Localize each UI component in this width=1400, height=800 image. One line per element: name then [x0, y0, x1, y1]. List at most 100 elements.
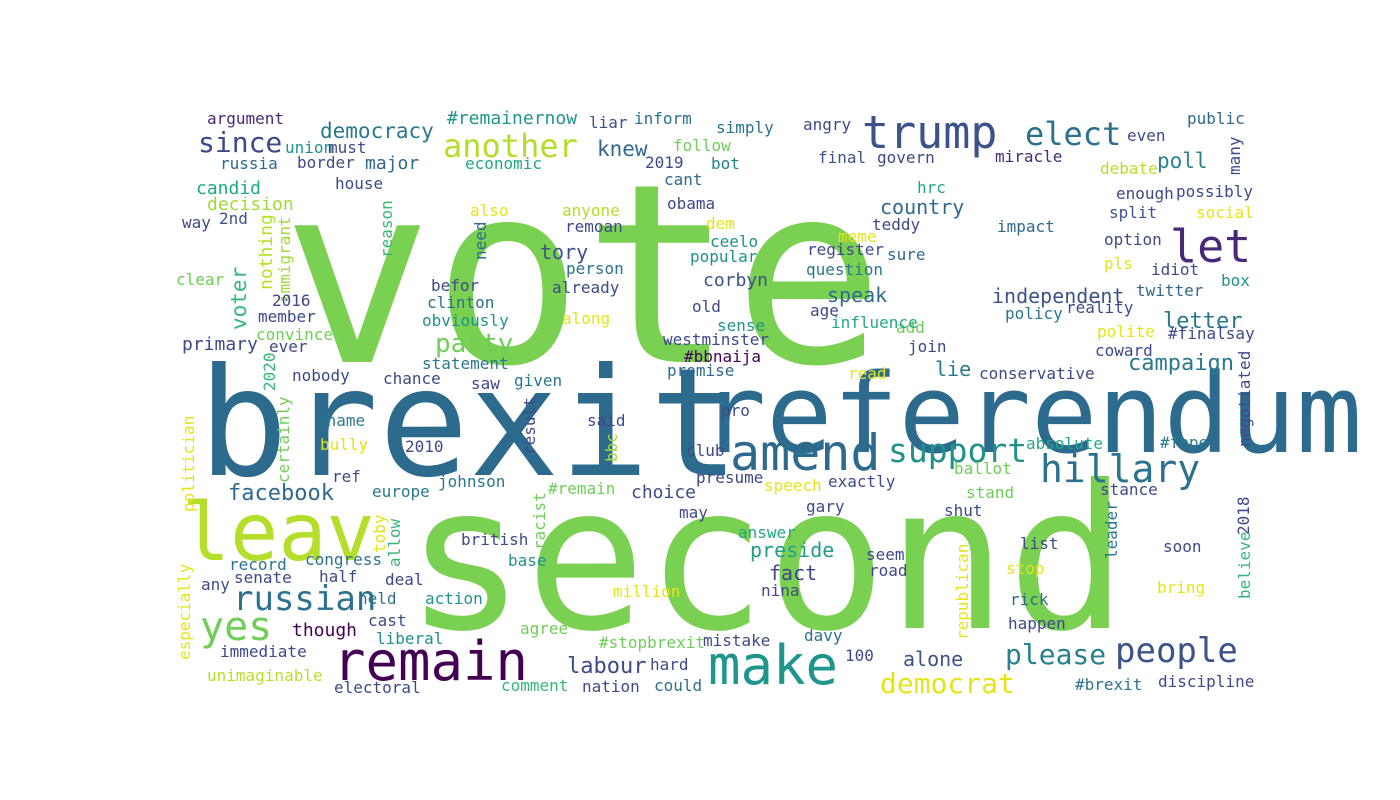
cloud-word: idiot — [1151, 260, 1199, 279]
cloud-word: major — [365, 153, 419, 174]
cloud-word: promise — [667, 361, 734, 380]
cloud-word: teddy — [872, 215, 921, 234]
cloud-word: remoan — [565, 217, 623, 236]
cloud-word: allow — [385, 518, 404, 567]
cloud-word: seem — [866, 545, 905, 564]
cloud-word: must — [328, 138, 367, 157]
cloud-word: anyone — [562, 201, 620, 220]
cloud-word: especially — [175, 563, 194, 660]
cloud-word: remain — [333, 630, 528, 693]
cloud-word: bot — [711, 154, 740, 173]
cloud-word: inform — [634, 109, 692, 128]
cloud-word: russian — [233, 579, 376, 619]
cloud-word: need — [471, 221, 490, 260]
cloud-word: make — [708, 634, 838, 697]
cloud-word: policy — [1005, 304, 1063, 323]
cloud-word: way — [182, 213, 211, 232]
cloud-word: pls — [1104, 254, 1133, 273]
cloud-word: reason — [377, 200, 396, 258]
cloud-word: ballot — [954, 459, 1012, 478]
cloud-word: 2019 — [645, 153, 684, 172]
cloud-word: believe — [1235, 532, 1254, 599]
cloud-word: referendum — [700, 350, 1362, 478]
cloud-word: ever — [269, 337, 308, 356]
cloud-word: lie — [935, 357, 971, 381]
cloud-word: support — [888, 431, 1027, 470]
cloud-word: fact — [769, 561, 817, 585]
cloud-word: 2018 — [1234, 496, 1253, 535]
cloud-word: read — [848, 364, 887, 383]
cloud-word: shame — [317, 411, 365, 430]
cloud-word: said — [587, 411, 626, 430]
cloud-word: alone — [903, 647, 963, 671]
cloud-word: nation — [582, 677, 640, 696]
cloud-word: happen — [1008, 614, 1066, 633]
cloud-word: davy — [804, 626, 843, 645]
cloud-word: discipline — [1158, 672, 1254, 691]
cloud-word: 100 — [845, 646, 874, 665]
cloud-word: union — [285, 138, 333, 157]
cloud-word: party — [435, 329, 513, 359]
cloud-word: follow — [673, 136, 731, 155]
cloud-word: popular — [690, 247, 758, 266]
cloud-word: racist — [530, 492, 549, 550]
cloud-word: pro — [721, 401, 750, 420]
cloud-word: record — [229, 555, 287, 574]
cloud-word: age — [810, 301, 839, 320]
cloud-word: possibly — [1176, 182, 1253, 201]
cloud-word: dem — [706, 214, 735, 233]
cloud-word: speak — [827, 283, 887, 307]
cloud-word: congress — [305, 550, 382, 569]
cloud-word: ref — [332, 467, 361, 486]
cloud-word: simply — [716, 118, 774, 137]
cloud-word: people — [1115, 631, 1238, 671]
cloud-word: economic — [465, 154, 542, 173]
cloud-word: letter — [1163, 309, 1242, 334]
cloud-word: comment — [501, 676, 568, 695]
cloud-word: answer — [738, 523, 796, 542]
cloud-word: coward — [1095, 341, 1153, 360]
cloud-word: twitter — [1136, 281, 1204, 300]
cloud-word: convince — [256, 325, 333, 344]
cloud-word: #bbnaija — [684, 347, 761, 366]
cloud-word: many — [1225, 136, 1244, 175]
cloud-word: public — [1187, 109, 1245, 128]
cloud-word: toby — [370, 514, 389, 553]
cloud-word: cast — [368, 611, 407, 630]
cloud-word: chance — [383, 369, 441, 388]
cloud-word: clear — [176, 270, 225, 289]
cloud-word: labour — [567, 654, 646, 679]
cloud-word: senate — [234, 568, 292, 587]
cloud-word: conservative — [979, 364, 1095, 383]
cloud-word: join — [908, 337, 947, 356]
cloud-word: person — [566, 259, 624, 278]
cloud-word: obama — [667, 194, 715, 213]
cloud-word: bully — [320, 435, 369, 454]
cloud-word: statement — [422, 354, 509, 373]
cloud-word: british — [461, 530, 528, 549]
cloud-word: shut — [944, 501, 983, 520]
cloud-word: decision — [207, 194, 294, 215]
cloud-word: also — [470, 201, 509, 220]
cloud-word: ceelo — [710, 232, 758, 251]
cloud-word: old — [692, 297, 721, 316]
cloud-word: argument — [207, 109, 284, 128]
cloud-word: along — [562, 309, 610, 328]
cloud-word: meme — [838, 227, 877, 246]
cloud-word: option — [1104, 230, 1162, 249]
cloud-word: border — [297, 153, 355, 172]
cloud-word: certainly — [274, 396, 293, 483]
cloud-word: rick — [1010, 590, 1049, 609]
cloud-word: action — [425, 589, 483, 608]
cloud-word: speech — [764, 476, 822, 495]
cloud-word: agree — [520, 619, 568, 638]
cloud-word: deal — [385, 570, 424, 589]
cloud-word: result — [520, 397, 539, 455]
cloud-word: road — [869, 561, 908, 580]
cloud-word: question — [806, 260, 883, 279]
cloud-word: liar — [589, 113, 628, 132]
cloud-word: knew — [597, 137, 648, 161]
cloud-word: sense — [717, 316, 765, 335]
cloud-word: trump — [862, 106, 997, 159]
cloud-word: govern — [877, 148, 935, 167]
